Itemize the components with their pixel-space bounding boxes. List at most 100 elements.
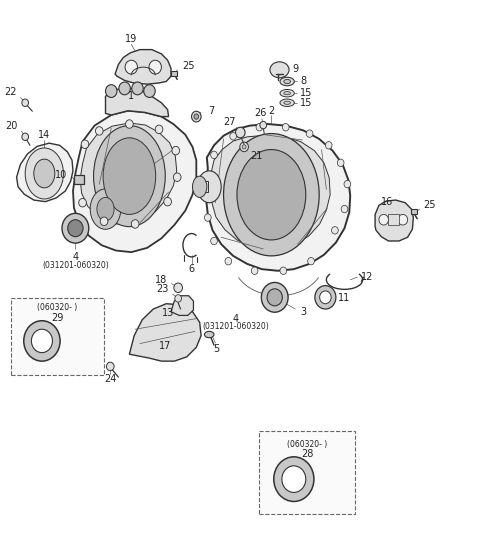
Circle shape (325, 142, 332, 149)
Text: 14: 14 (38, 130, 50, 140)
Circle shape (100, 217, 108, 225)
Ellipse shape (280, 77, 294, 86)
Ellipse shape (94, 126, 165, 227)
Bar (411, 209, 417, 214)
Ellipse shape (68, 220, 83, 237)
Circle shape (174, 283, 182, 293)
Text: 5: 5 (213, 344, 219, 354)
Text: 19: 19 (125, 34, 137, 44)
Polygon shape (73, 111, 196, 252)
Text: 17: 17 (158, 341, 171, 351)
Ellipse shape (280, 99, 294, 107)
Text: 25: 25 (182, 61, 194, 70)
Text: 13: 13 (162, 308, 174, 318)
Circle shape (149, 60, 161, 74)
Polygon shape (200, 181, 208, 192)
Ellipse shape (204, 332, 214, 338)
Text: 28: 28 (301, 449, 313, 459)
Circle shape (252, 267, 258, 274)
Text: 9: 9 (292, 64, 298, 74)
Ellipse shape (315, 286, 336, 309)
Text: 8: 8 (300, 77, 306, 86)
Text: 29: 29 (51, 313, 63, 323)
Circle shape (22, 133, 28, 141)
Text: 25: 25 (423, 200, 435, 211)
Circle shape (144, 85, 155, 98)
Bar (74, 174, 84, 184)
Bar (11, 298, 104, 375)
Text: 26: 26 (254, 108, 266, 118)
Polygon shape (115, 50, 171, 84)
Polygon shape (375, 200, 413, 241)
Text: 22: 22 (4, 87, 17, 97)
Text: 24: 24 (104, 374, 117, 384)
Circle shape (280, 267, 287, 274)
Ellipse shape (103, 138, 156, 214)
Text: 3: 3 (300, 306, 306, 317)
Text: 16: 16 (382, 197, 394, 207)
Circle shape (332, 227, 338, 234)
Text: (031201-060320): (031201-060320) (42, 261, 109, 270)
Circle shape (172, 147, 180, 155)
Ellipse shape (192, 176, 207, 197)
Ellipse shape (31, 329, 52, 353)
Circle shape (260, 122, 266, 129)
Polygon shape (206, 124, 350, 271)
Circle shape (341, 205, 348, 213)
Circle shape (236, 127, 245, 138)
Circle shape (106, 85, 117, 98)
Text: 10: 10 (55, 170, 67, 180)
Ellipse shape (282, 466, 306, 492)
Circle shape (308, 257, 314, 265)
Text: 1: 1 (128, 91, 134, 101)
Ellipse shape (97, 197, 114, 221)
Polygon shape (80, 123, 177, 225)
Text: 6: 6 (189, 264, 194, 274)
Text: 4: 4 (72, 252, 78, 262)
Circle shape (125, 60, 138, 74)
Circle shape (22, 99, 28, 107)
Polygon shape (171, 296, 193, 316)
Circle shape (107, 362, 114, 370)
Polygon shape (106, 88, 168, 117)
Text: 12: 12 (361, 272, 373, 282)
Text: (060320- ): (060320- ) (287, 440, 327, 449)
Text: 27: 27 (223, 117, 236, 127)
Ellipse shape (261, 282, 288, 312)
Circle shape (126, 120, 133, 128)
Circle shape (225, 257, 232, 265)
Circle shape (398, 214, 408, 225)
Ellipse shape (284, 92, 290, 95)
Text: 4: 4 (232, 313, 239, 324)
Text: 18: 18 (156, 275, 168, 285)
Ellipse shape (24, 321, 60, 361)
Bar (171, 71, 177, 76)
Text: (031201-060320): (031201-060320) (202, 321, 269, 330)
Text: 15: 15 (300, 88, 312, 98)
Circle shape (211, 237, 217, 245)
Circle shape (344, 180, 351, 188)
Circle shape (132, 82, 143, 95)
Circle shape (194, 114, 199, 119)
Circle shape (155, 125, 163, 134)
Ellipse shape (237, 150, 306, 240)
Circle shape (96, 127, 103, 135)
Ellipse shape (274, 457, 314, 502)
Circle shape (204, 214, 211, 221)
Ellipse shape (90, 189, 121, 229)
Polygon shape (130, 304, 201, 361)
Ellipse shape (62, 213, 89, 243)
Circle shape (164, 197, 171, 206)
Polygon shape (211, 135, 330, 250)
Circle shape (282, 124, 289, 131)
Polygon shape (17, 143, 73, 201)
Circle shape (175, 295, 181, 302)
Text: 11: 11 (338, 293, 350, 303)
Ellipse shape (34, 159, 55, 188)
Circle shape (306, 130, 313, 138)
Text: 20: 20 (6, 120, 18, 131)
Circle shape (211, 151, 217, 159)
Text: 15: 15 (300, 98, 312, 108)
Circle shape (242, 145, 246, 149)
Circle shape (81, 140, 89, 149)
